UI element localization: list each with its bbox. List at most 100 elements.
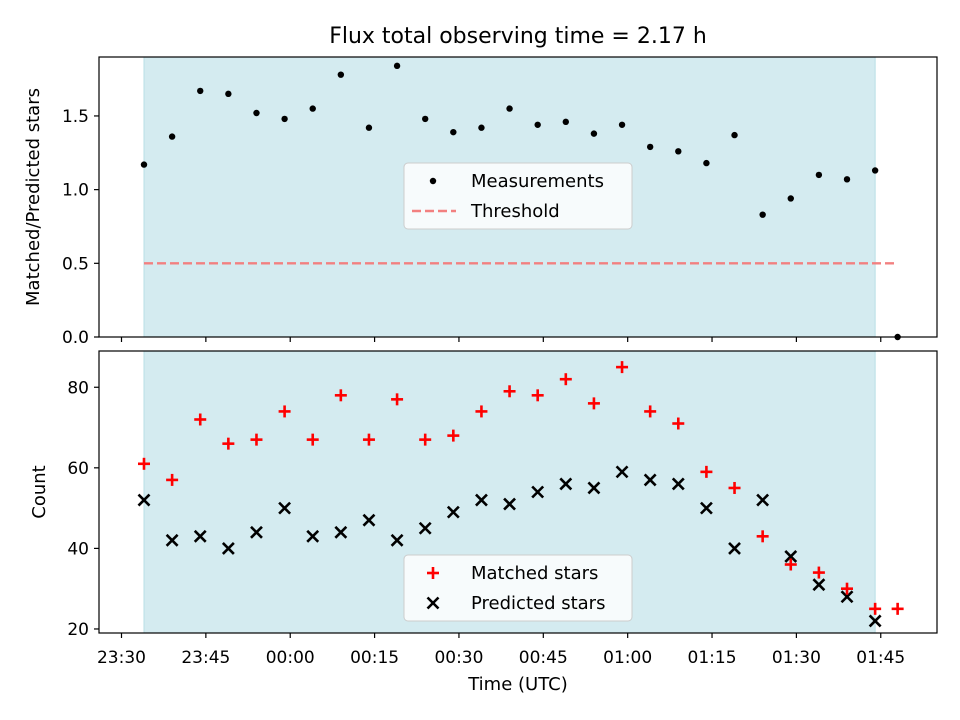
matched-star-point <box>475 405 488 418</box>
predicted-star-point <box>362 513 376 527</box>
matched-star-point <box>503 385 516 398</box>
bottom-xtick-label: 23:45 <box>181 648 230 668</box>
predicted-star-point <box>643 473 657 487</box>
predicted-star-point <box>390 533 404 547</box>
predicted-star-point-b <box>362 513 376 527</box>
predicted-star-point <box>671 477 685 491</box>
predicted-star-point <box>446 505 460 519</box>
bottom-ylabel: Count <box>29 465 50 518</box>
measurement-point <box>168 133 176 140</box>
matched-star-point <box>869 602 882 615</box>
predicted-star-point-b <box>531 485 545 499</box>
predicted-star-point <box>587 481 601 495</box>
predicted-star-point <box>334 525 348 539</box>
matched-stars-group <box>137 361 904 615</box>
bottom-xtick-label: 01:30 <box>772 648 821 668</box>
matched-legend-label: Matched stars <box>471 563 598 584</box>
predicted-star-point-b <box>446 505 460 519</box>
predicted-star-point-b <box>728 541 741 555</box>
predicted-star-point-b <box>671 477 685 491</box>
predicted-star-point <box>475 493 488 507</box>
predicted-star-point <box>221 541 235 555</box>
matched-star-point <box>531 389 544 402</box>
measurement-point <box>534 121 541 128</box>
matched-star-point <box>644 405 657 418</box>
matched-star-point <box>672 417 685 430</box>
measurement-point <box>197 87 204 95</box>
predicted-star-point <box>278 501 292 515</box>
top-ytick-label: 0.0 <box>62 328 89 348</box>
predicted-star-point-b <box>193 529 207 543</box>
top-ytick-label: 0.5 <box>62 254 89 274</box>
matched-star-point <box>166 473 179 486</box>
predicted-star-point <box>503 497 516 511</box>
measurement-point <box>759 211 766 218</box>
predicted-star-point-b <box>475 493 488 507</box>
matched-star-point <box>616 361 629 374</box>
predicted-star-point-b <box>250 525 263 539</box>
matched-star-point <box>891 602 904 615</box>
predicted-star-point <box>615 465 629 479</box>
predicted-star-point-b <box>587 481 601 495</box>
matched-legend-plus <box>427 567 439 579</box>
measurements-legend-label: Measurements <box>471 171 604 192</box>
predicted-star-point-b <box>756 493 770 507</box>
top-axes-frame <box>98 56 938 338</box>
bottom-legend-box <box>403 554 633 622</box>
bottom-ytick-label: 40 <box>67 539 89 559</box>
matched-star-point <box>841 582 854 595</box>
matched-star-point <box>250 433 263 446</box>
matched-star-point <box>362 433 375 446</box>
bottom-ytick-label: 60 <box>67 459 89 479</box>
measurement-point <box>253 109 260 117</box>
bottom-xtick-label: 00:45 <box>519 648 568 668</box>
bottom-axes-frame <box>98 350 938 634</box>
bottom-xtick-label: 01:15 <box>688 648 737 668</box>
measurement-point <box>506 105 513 112</box>
predicted-star-point-b <box>699 501 713 515</box>
predicted-star-point-b <box>221 541 235 555</box>
measurement-point <box>675 148 682 155</box>
predicted-star-point-b <box>840 590 854 604</box>
predicted-stars-group <box>137 465 882 628</box>
top-panel: 0.0 0.5 1.0 1.5 Matched/Predicted stars Mea… <box>23 56 938 348</box>
predicted-star-point <box>699 501 713 515</box>
matched-legend-marker <box>427 567 439 579</box>
matched-star-point <box>137 457 150 470</box>
predicted-star-point-b <box>334 525 348 539</box>
predicted-star-point-b <box>390 533 404 547</box>
predicted-star-point <box>418 521 432 535</box>
matched-star-point <box>194 413 207 426</box>
bottom-xaxis: 23:30 23:45 00:00 00:15 00:30 00:45 01:00 01:15… <box>97 633 905 668</box>
top-ytick-label: 1.5 <box>62 107 89 127</box>
matched-star-point <box>728 481 741 494</box>
predicted-star-point <box>812 578 826 592</box>
matched-star-point <box>447 429 460 442</box>
measurement-point <box>140 161 148 168</box>
matched-star-point <box>812 566 825 579</box>
bottom-ytick-label: 80 <box>67 378 89 398</box>
predicted-star-point-b <box>559 477 573 491</box>
predicted-star-point <box>559 477 573 491</box>
matched-star-point <box>700 465 713 478</box>
top-ytick-label: 1.0 <box>62 181 89 201</box>
predicted-star-point <box>531 485 545 499</box>
top-legend: Measurements Threshold <box>403 162 633 230</box>
predicted-star-point <box>784 550 798 563</box>
measurement-point <box>450 128 457 136</box>
matched-star-point <box>334 389 347 402</box>
matched-star-point <box>222 437 235 450</box>
threshold-legend-label: Threshold <box>470 201 560 222</box>
matched-star-point <box>278 405 291 418</box>
measurement-point <box>337 71 345 78</box>
bottom-xtick-label: 01:45 <box>856 648 905 668</box>
predicted-star-point <box>756 493 770 507</box>
predicted-star-point-b <box>503 497 516 511</box>
predicted-star-point <box>840 590 854 604</box>
predicted-star-point <box>250 525 263 539</box>
matched-star-point <box>419 433 432 446</box>
predicted-star-point-b <box>165 533 179 547</box>
measurement-legend-marker <box>429 177 437 185</box>
bottom-yaxis: 20 40 60 80 <box>67 378 99 640</box>
